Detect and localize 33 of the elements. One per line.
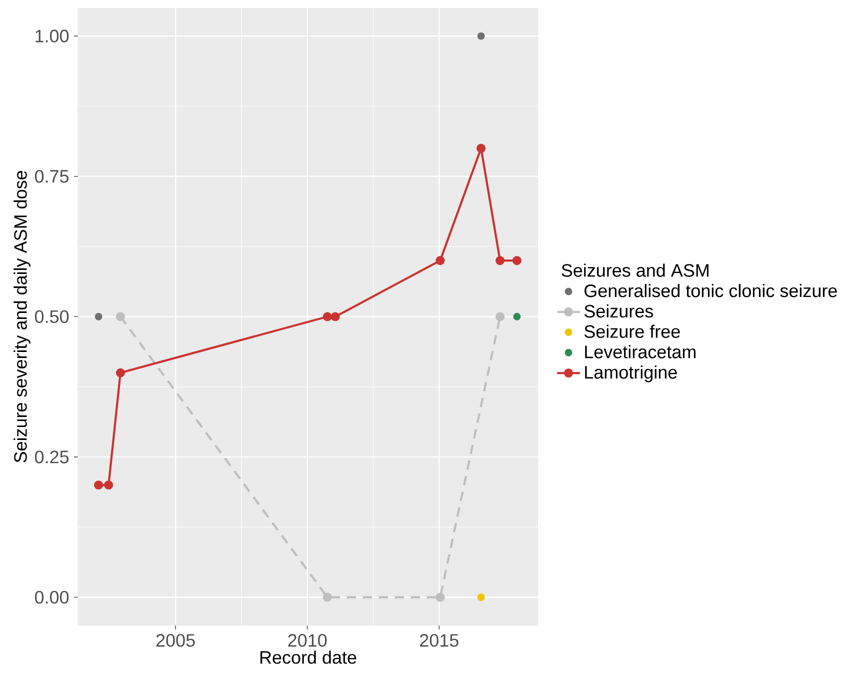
legend-label: Levetiracetam (585, 345, 696, 358)
y-tick-label: 0.75 (34, 170, 69, 183)
point (512, 256, 522, 266)
x-tick-label: 2005 (156, 634, 195, 647)
point (330, 312, 340, 322)
point (436, 256, 445, 266)
point (496, 312, 505, 322)
point (104, 480, 114, 490)
legend-title: Seizures and ASM (562, 264, 708, 277)
y-tick-label: 0.50 (34, 310, 69, 324)
x-tick-label: 2015 (420, 634, 458, 647)
legend-label: Lamotrigine (585, 365, 677, 382)
legend-label: Seizures (584, 304, 653, 318)
y-tick-label: 1.00 (36, 30, 69, 42)
legend-label: Generalised tonic clonic seizure (584, 284, 837, 298)
point (116, 312, 125, 322)
point (322, 312, 332, 322)
legend-label: Seizure free (584, 324, 680, 338)
point (116, 368, 125, 378)
point (94, 480, 104, 490)
x-tick-label: 2010 (288, 634, 327, 647)
y-tick-label: 0.00 (34, 590, 69, 604)
y-tick-label: 0.25 (34, 450, 69, 464)
point (513, 312, 521, 320)
point (496, 256, 505, 266)
point (477, 594, 485, 601)
point (436, 592, 445, 602)
point (476, 144, 486, 153)
point (322, 592, 332, 602)
point (94, 312, 102, 320)
x-axis-title: Record date (260, 650, 356, 664)
point (477, 32, 485, 40)
y-axis-title: Seizure severity and daily ASM dose (14, 170, 30, 462)
